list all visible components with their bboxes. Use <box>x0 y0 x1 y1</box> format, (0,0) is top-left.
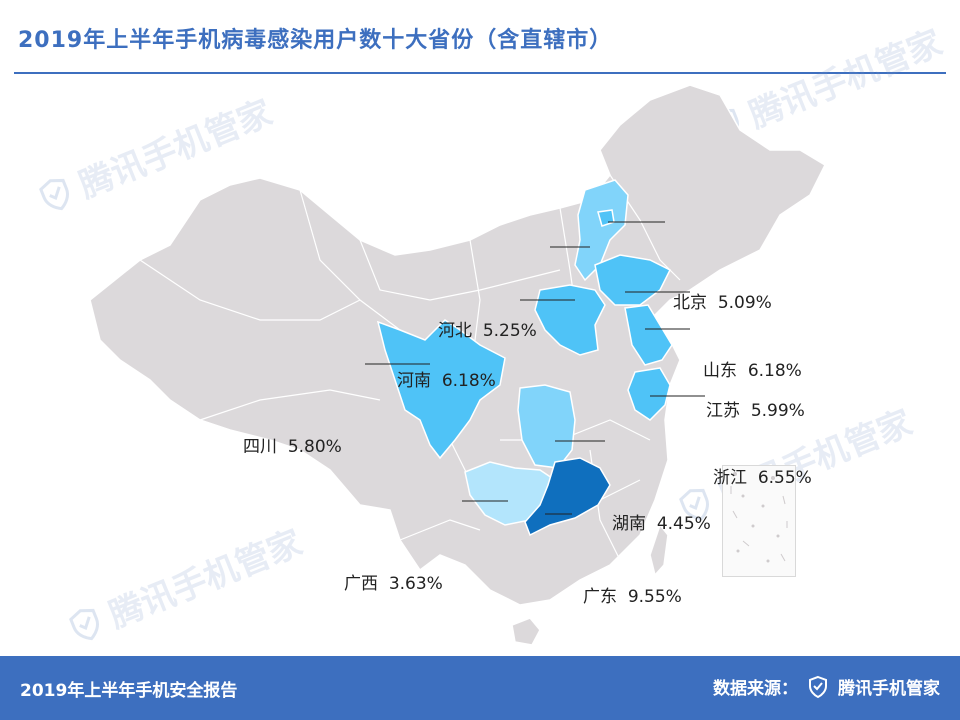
label-hebei: 河北 5.25% <box>438 316 537 341</box>
region-value: 9.55% <box>627 587 682 607</box>
region-name: 北京 <box>673 293 707 313</box>
region-name: 山东 <box>703 361 737 381</box>
region-name: 江苏 <box>706 401 740 421</box>
label-henan: 河南 6.18% <box>397 366 496 391</box>
region-value: 6.18% <box>441 371 496 391</box>
region-name: 湖南 <box>612 514 646 534</box>
province-zhejiang <box>627 367 671 421</box>
shield-icon <box>678 488 709 520</box>
page-title: 2019年上半年手机病毒感染用户数十大省份（含直辖市） <box>18 28 613 53</box>
report-name: 2019年上半年手机安全报告 <box>20 681 238 701</box>
region-value: 6.55% <box>757 468 812 488</box>
watermark: 腾讯手机管家 <box>30 85 278 223</box>
region-name: 浙江 <box>713 468 747 488</box>
province-sichuan <box>376 319 506 460</box>
map-hainan <box>511 617 541 646</box>
region-name: 河南 <box>397 371 431 391</box>
region-value: 3.63% <box>388 574 443 594</box>
source-brand: 腾讯手机管家 <box>838 679 940 699</box>
source-label: 数据来源： <box>713 679 798 699</box>
leader-lines <box>365 221 705 515</box>
label-sichuan: 四川 5.80% <box>243 432 342 457</box>
province-hunan <box>517 384 576 469</box>
inset-islands <box>733 472 780 563</box>
inset-map <box>730 472 788 563</box>
inset-dashes <box>730 486 788 562</box>
label-beijing: 北京 5.09% <box>673 288 772 313</box>
shield-icon <box>809 675 827 698</box>
label-hunan: 湖南 4.45% <box>612 509 711 534</box>
province-henan <box>534 284 606 356</box>
province-jiangsu <box>624 304 673 366</box>
footer-bar: 2019年上半年手机安全报告 数据来源： 腾讯手机管家 <box>0 656 960 720</box>
label-shandong: 山东 6.18% <box>703 356 802 381</box>
data-source: 数据来源： 腾讯手机管家 <box>713 674 940 699</box>
label-guangdong: 广东 9.55% <box>583 582 682 607</box>
province-guangdong <box>524 457 611 537</box>
region-name: 广东 <box>583 587 617 607</box>
shield-icon <box>68 608 99 640</box>
watermark: 腾讯手机管家 <box>60 515 308 653</box>
region-value: 5.09% <box>717 293 772 313</box>
label-guangxi: 广西 3.63% <box>344 569 443 594</box>
region-name: 四川 <box>243 437 277 457</box>
title-underline <box>14 72 946 74</box>
region-name: 广西 <box>344 574 378 594</box>
label-jiangsu: 江苏 5.99% <box>706 396 805 421</box>
region-value: 5.99% <box>750 401 805 421</box>
shield-icon <box>38 178 69 210</box>
map-taiwan <box>649 523 669 577</box>
region-value: 5.25% <box>482 321 537 341</box>
south-china-sea-inset <box>722 465 796 577</box>
region-value: 5.80% <box>287 437 342 457</box>
region-value: 6.18% <box>747 361 802 381</box>
region-value: 4.45% <box>656 514 711 534</box>
china-map <box>89 84 826 646</box>
label-zhejiang: 浙江 6.55% <box>713 463 812 488</box>
region-name: 河北 <box>438 321 472 341</box>
watermark: 腾讯手机管家 <box>670 395 918 533</box>
